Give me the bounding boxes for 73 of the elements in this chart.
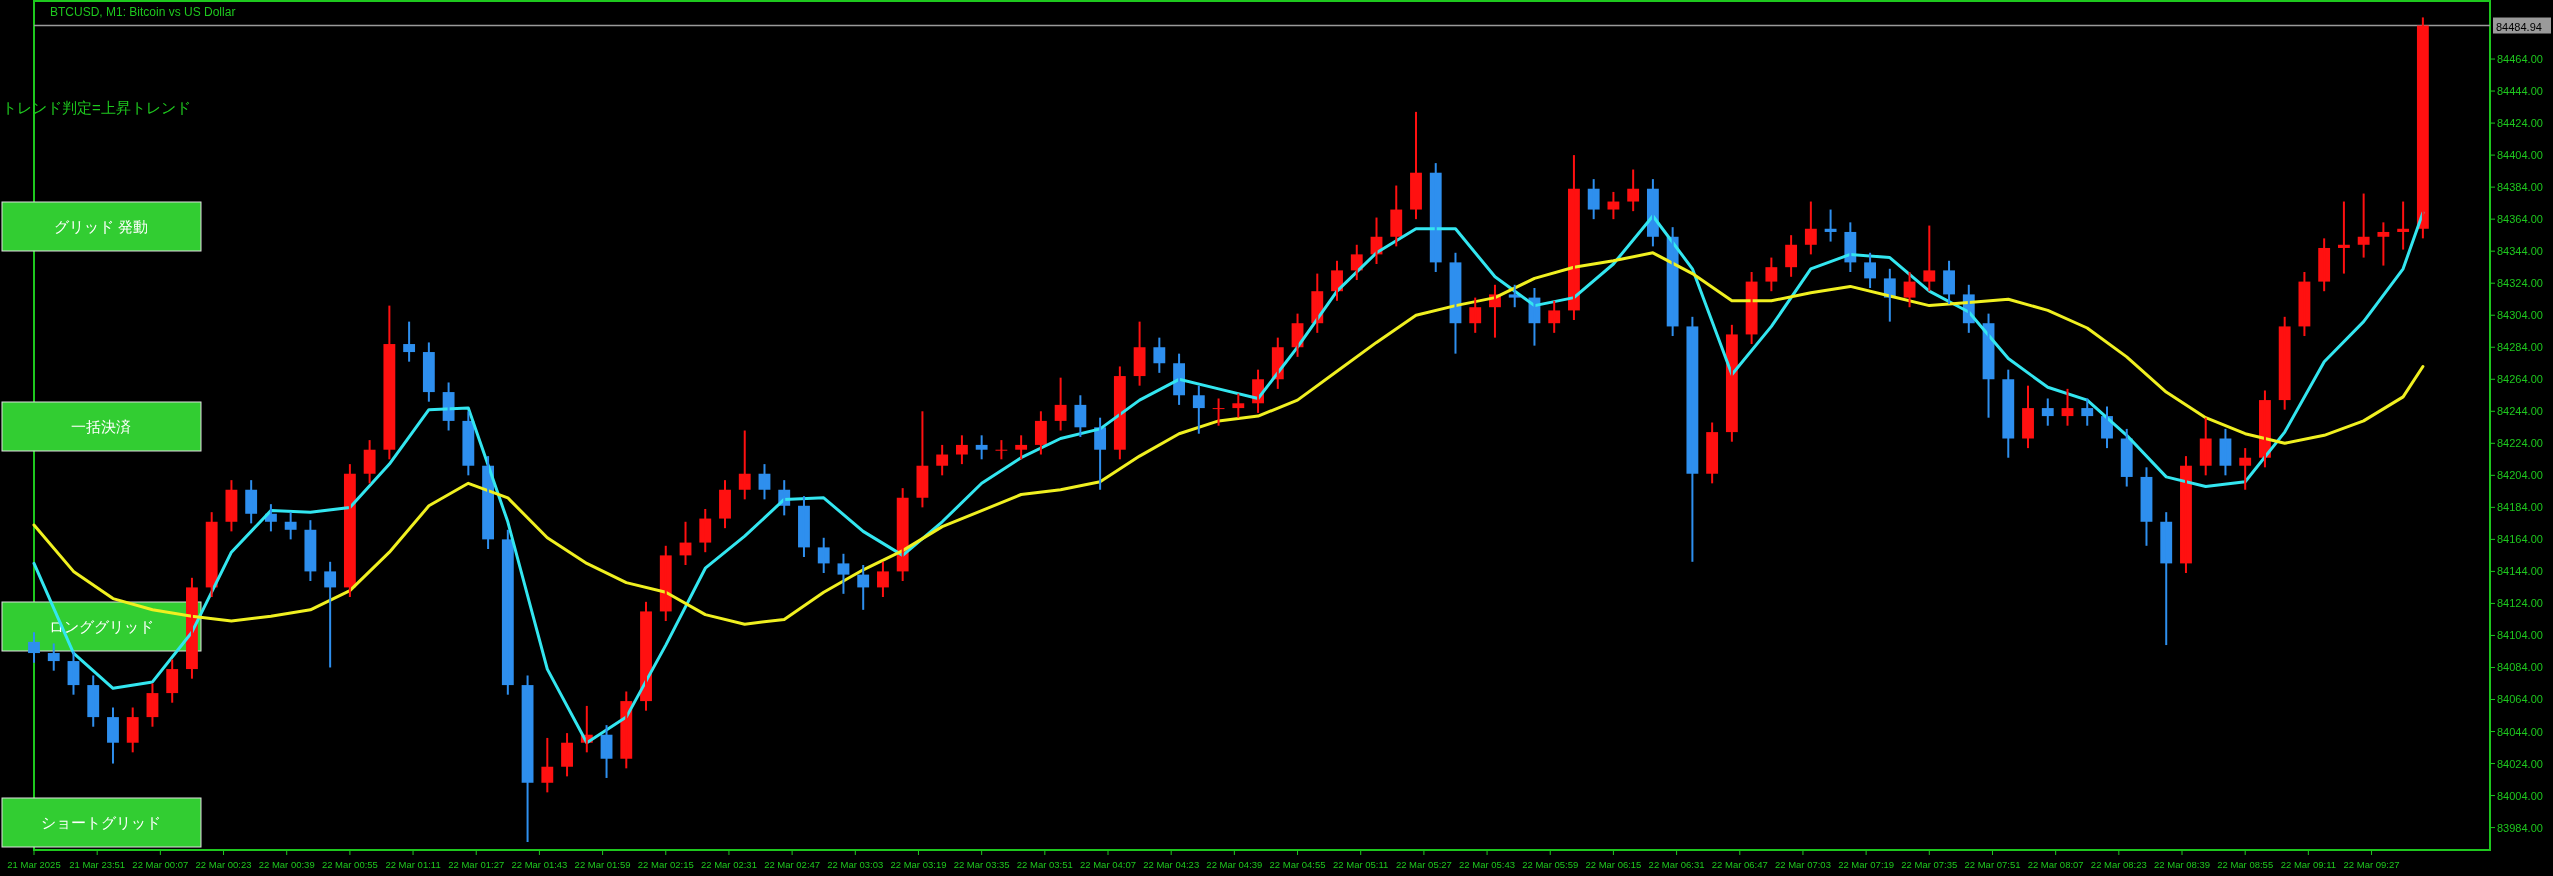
x-tick-label: 22 Mar 09:11 xyxy=(2280,859,2337,870)
y-tick-label: 84144.00 xyxy=(2497,565,2543,578)
chart-title: BTCUSD, M1: Bitcoin vs US Dollar xyxy=(50,5,236,19)
x-tick-label: 22 Mar 02:15 xyxy=(637,859,694,870)
annotation: グリッド 発動 xyxy=(53,218,149,235)
x-tick-label: 22 Mar 00:23 xyxy=(195,859,252,870)
x-tick-label: 22 Mar 06:47 xyxy=(1711,859,1768,870)
y-tick-label: 84404.00 xyxy=(2497,149,2543,162)
x-tick-label: 22 Mar 01:11 xyxy=(385,859,441,870)
x-tick-label: 22 Mar 05:59 xyxy=(1522,859,1579,870)
x-tick-label: 22 Mar 08:07 xyxy=(2027,859,2084,870)
x-tick-label: 22 Mar 08:39 xyxy=(2154,859,2211,870)
y-tick-label: 84464.00 xyxy=(2497,53,2543,66)
x-tick-label: 22 Mar 08:55 xyxy=(2217,859,2274,870)
x-tick-label: 22 Mar 09:27 xyxy=(2343,859,2400,870)
ref-line-label: 84484.94 xyxy=(2496,20,2542,33)
y-tick-label: 84284.00 xyxy=(2497,341,2543,354)
x-tick-label: 22 Mar 08:23 xyxy=(2090,859,2147,870)
y-tick-label: 84264.00 xyxy=(2497,373,2543,386)
x-tick-label: 22 Mar 05:27 xyxy=(1395,859,1452,870)
y-tick-label: 84224.00 xyxy=(2497,437,2543,450)
x-tick-label: 22 Mar 02:47 xyxy=(764,859,821,870)
x-tick-label: 22 Mar 05:43 xyxy=(1459,859,1516,870)
y-tick-label: 84044.00 xyxy=(2497,725,2543,738)
x-tick-label: 21 Mar 23:51 xyxy=(69,859,126,870)
y-tick-label: 84084.00 xyxy=(2497,661,2543,674)
y-tick-label: 84364.00 xyxy=(2497,213,2543,226)
x-tick-label: 22 Mar 03:03 xyxy=(827,859,884,870)
y-tick-label: 83984.00 xyxy=(2497,821,2543,834)
x-tick-label: 22 Mar 00:07 xyxy=(132,859,189,870)
x-tick-label: 22 Mar 01:27 xyxy=(448,859,505,870)
x-tick-label: 22 Mar 04:55 xyxy=(1269,859,1326,870)
x-tick-label: 22 Mar 04:23 xyxy=(1143,859,1200,870)
x-tick-label: 22 Mar 04:39 xyxy=(1206,859,1263,870)
x-tick-label: 22 Mar 06:15 xyxy=(1585,859,1642,870)
y-tick-label: 84064.00 xyxy=(2497,693,2543,706)
x-tick-label: 21 Mar 2025 xyxy=(7,859,61,870)
picture-button: ショートグリッド xyxy=(1,797,202,848)
y-tick-label: 84344.00 xyxy=(2497,245,2543,258)
line-series xyxy=(32,211,2425,745)
x-tick-label: 22 Mar 00:39 xyxy=(258,859,315,870)
annotation: 一括決済 xyxy=(71,418,131,435)
x-tick-label: 22 Mar 00:55 xyxy=(321,859,378,870)
y-tick-label: 84444.00 xyxy=(2497,85,2543,98)
x-tick-label: 22 Mar 07:35 xyxy=(1901,859,1958,870)
y-tick-label: 84164.00 xyxy=(2497,533,2543,546)
candlestick xyxy=(1923,224,1936,293)
x-tick-label: 22 Mar 03:19 xyxy=(890,859,947,870)
y-tick-label: 84304.00 xyxy=(2497,309,2543,322)
picture-button: グリッド 発動 xyxy=(1,201,202,252)
annotation: ショートグリッド xyxy=(41,814,161,831)
x-tick-label: 22 Mar 03:51 xyxy=(1016,859,1073,870)
x-tick-label: 22 Mar 07:19 xyxy=(1838,859,1895,870)
y-tick-label: 84124.00 xyxy=(2497,597,2543,610)
x-tick-label: 22 Mar 01:59 xyxy=(574,859,631,870)
y-tick-label: 84004.00 xyxy=(2497,789,2543,802)
picture-button: 一括決済 xyxy=(1,401,202,452)
x-tick-label: 22 Mar 06:31 xyxy=(1648,859,1705,870)
y-tick-label: 84424.00 xyxy=(2497,117,2543,130)
y-tick-label: 84104.00 xyxy=(2497,629,2543,642)
x-tick-label: 22 Mar 02:31 xyxy=(700,859,757,870)
x-tick-label: 22 Mar 05:11 xyxy=(1333,859,1389,870)
y-tick-label: 84324.00 xyxy=(2497,277,2543,290)
x-tick-label: 22 Mar 04:07 xyxy=(1080,859,1136,870)
x-tick-label: 22 Mar 01:43 xyxy=(511,859,568,870)
y-tick-label: 84184.00 xyxy=(2497,501,2543,514)
x-tick-label: 22 Mar 07:51 xyxy=(1964,859,2021,870)
y-tick-label: 84204.00 xyxy=(2497,469,2543,482)
x-tick-label: 22 Mar 07:03 xyxy=(1774,859,1831,870)
x-tick-label: 22 Mar 03:35 xyxy=(953,859,1010,870)
y-tick-label: 84024.00 xyxy=(2497,757,2543,770)
y-tick-label: 84244.00 xyxy=(2497,405,2543,418)
y-tick-label: 84384.00 xyxy=(2497,181,2543,194)
